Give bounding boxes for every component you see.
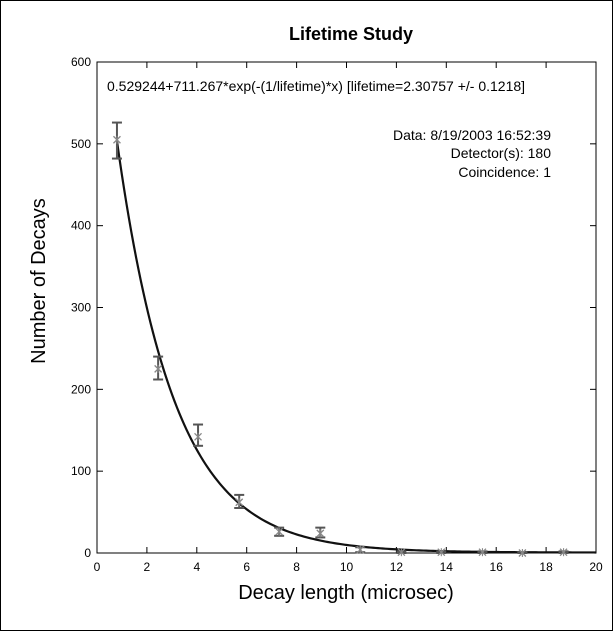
y-tick-label: 300 [71, 301, 91, 315]
x-tick-label: 16 [490, 560, 504, 574]
data-point [356, 545, 365, 554]
y-tick-label: 400 [71, 219, 91, 233]
fit-formula-label: 0.529244+711.267*exp(-(1/lifetime)*x) [l… [107, 78, 525, 94]
x-tick-label: 2 [144, 560, 151, 574]
x-axis-label: Decay length (microsec) [238, 582, 454, 604]
fit-curve-group [115, 140, 597, 554]
x-tick-label: 4 [193, 560, 200, 574]
data-point [194, 432, 203, 441]
x-tick-label: 8 [293, 560, 300, 574]
error-bars [111, 121, 569, 554]
chart-title: Lifetime Study [289, 24, 413, 44]
data-point [275, 527, 284, 536]
x-tick-label: 18 [539, 560, 553, 574]
data-point [478, 548, 487, 557]
info-detectors: Detector(s): 180 [451, 145, 552, 161]
x-tick-label: 14 [440, 560, 454, 574]
y-tick-label: 500 [71, 137, 91, 151]
y-tick-label: 100 [71, 464, 91, 478]
data-point [397, 548, 406, 557]
data-point [113, 135, 121, 144]
y-tick-label: 0 [84, 546, 91, 560]
x-tick-label: 0 [94, 560, 101, 574]
x-tick-label: 12 [390, 560, 404, 574]
data-point [154, 364, 163, 373]
y-tick-label: 200 [71, 382, 91, 396]
data-points [113, 135, 568, 557]
data-point [437, 548, 446, 557]
y-tick-label: 600 [71, 55, 91, 69]
data-point [518, 549, 527, 557]
data-point [235, 498, 244, 507]
y-axis-label: Number of Decays [28, 198, 50, 364]
data-point [316, 529, 325, 538]
data-point [559, 548, 568, 557]
info-data-timestamp: Data: 8/19/2003 16:52:39 [393, 127, 551, 143]
fit-curve [115, 140, 597, 554]
x-tick-label: 20 [589, 560, 603, 574]
x-tick-label: 10 [340, 560, 354, 574]
x-tick-label: 6 [243, 560, 250, 574]
info-coincidence: Coincidence: 1 [458, 164, 551, 180]
